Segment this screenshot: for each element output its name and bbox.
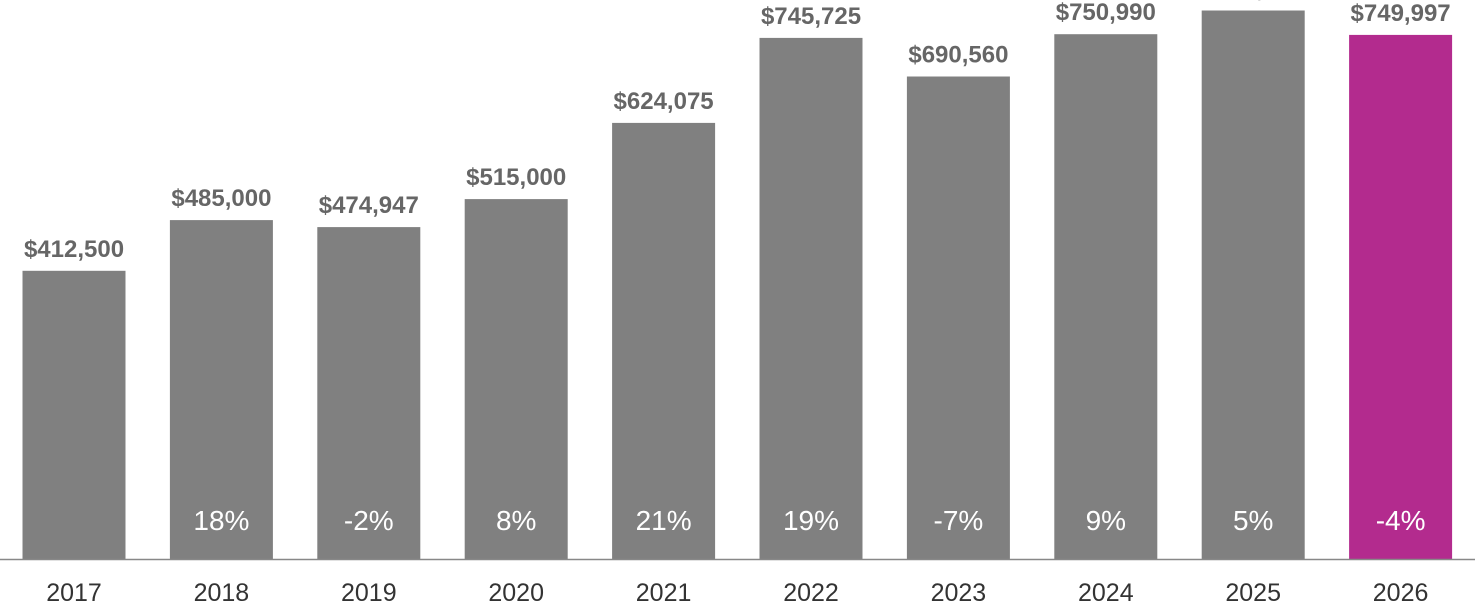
value-label-2026: $749,997 [1351, 0, 1451, 27]
change-label-2021: 21% [636, 505, 692, 536]
x-tick-label-2022: 2022 [783, 579, 839, 607]
bar-2018 [169, 220, 273, 559]
value-label-2021: $624,075 [614, 88, 714, 115]
bar-2017 [22, 270, 126, 559]
bar-2019 [317, 227, 421, 559]
x-tick-label-2024: 2024 [1078, 579, 1134, 607]
bar-2023 [906, 76, 1010, 559]
bar-2026 [1349, 34, 1453, 559]
change-label-2020: 8% [496, 505, 536, 536]
value-label-2025: $785,000 [1203, 0, 1303, 3]
bar-2020 [464, 199, 568, 559]
bar-2022 [759, 37, 863, 559]
x-tick-labels-group: 2017 2018 2019 2020 2021 2022 2023 2024 2025 2026 [46, 579, 1428, 607]
x-tick-label-2020: 2020 [488, 579, 544, 607]
x-tick-label-2023: 2023 [931, 579, 987, 607]
change-label-2026: -4% [1376, 505, 1426, 536]
change-label-2024: 9% [1086, 505, 1126, 536]
change-label-2018: 18% [193, 505, 249, 536]
x-tick-label-2026: 2026 [1373, 579, 1429, 607]
change-labels-group: 18% -2% 8% 21% 19% -7% 9% 5% -4% [193, 505, 1425, 536]
x-tick-label-2018: 2018 [194, 579, 250, 607]
value-label-2024: $750,990 [1056, 0, 1156, 26]
bar-2021 [612, 122, 716, 560]
bar-2025 [1201, 10, 1305, 559]
value-label-2022: $745,725 [761, 3, 861, 30]
change-label-2025: 5% [1233, 505, 1273, 536]
change-label-2022: 19% [783, 505, 839, 536]
value-label-2017: $412,500 [24, 236, 124, 263]
x-tick-label-2019: 2019 [341, 579, 397, 607]
bars-group [22, 10, 1453, 560]
value-label-2023: $690,560 [908, 42, 1008, 69]
x-tick-label-2017: 2017 [46, 579, 102, 607]
value-label-2018: $485,000 [171, 185, 271, 212]
x-tick-label-2025: 2025 [1225, 579, 1281, 607]
value-label-2020: $515,000 [466, 164, 566, 191]
change-label-2023: -7% [934, 505, 984, 536]
x-tick-label-2021: 2021 [636, 579, 692, 607]
bar-2024 [1054, 34, 1158, 559]
change-label-2019: -2% [344, 505, 394, 536]
value-label-2019: $474,947 [319, 192, 419, 219]
value-labels-group: $412,500 $485,000 $474,947 $515,000 $624,075… [24, 0, 1451, 263]
